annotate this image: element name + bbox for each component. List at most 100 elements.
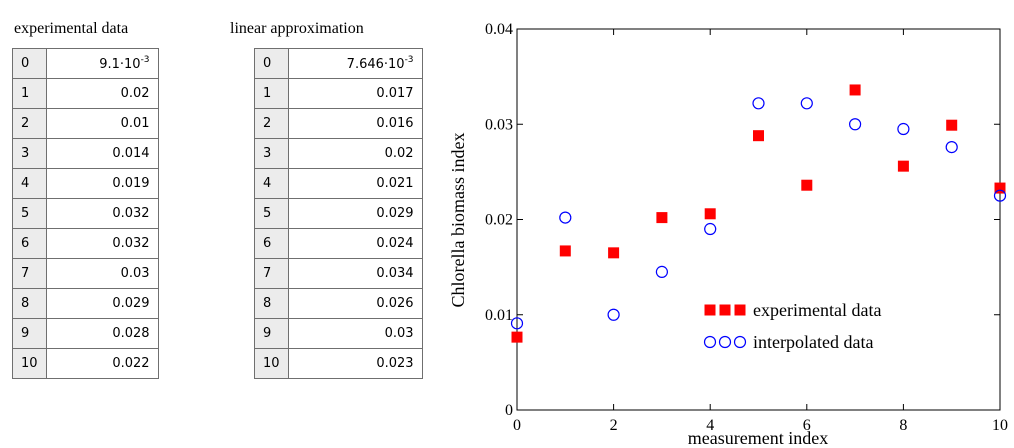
interpolated-point: [607, 308, 620, 321]
x-tick-label: 6: [803, 417, 811, 434]
row-value: 0.03: [45, 258, 159, 289]
value-text: 7.646·10: [346, 57, 405, 72]
linear-row: 5 0.029: [254, 198, 423, 229]
row-index: 6: [12, 228, 47, 259]
interpolated-point: [655, 265, 668, 278]
legend-label: experimental data: [753, 300, 881, 320]
interpolated-point: [704, 222, 717, 236]
row-value: 0.029: [45, 288, 159, 319]
experimental-row: 3 0.014: [12, 138, 159, 169]
y-tick-label: 0.01: [485, 307, 513, 324]
value-text: 0.029: [376, 206, 414, 221]
linear-row: 8 0.026: [254, 288, 423, 319]
row-value: 0.026: [287, 288, 423, 319]
interpolated-point: [993, 189, 1007, 202]
experimental-row: 8 0.029: [12, 288, 159, 319]
row-index: 9: [254, 318, 289, 349]
experimental-point: [897, 160, 909, 172]
value-text: 0.032: [112, 206, 150, 221]
legend-circle-icon: [733, 335, 747, 349]
experimental-row: 5 0.032: [12, 198, 159, 229]
row-value: 0.02: [287, 138, 423, 169]
row-index: 3: [254, 138, 289, 169]
value-text: 0.032: [112, 236, 150, 251]
row-value: 0.024: [287, 228, 423, 259]
experimental-point: [801, 179, 813, 191]
interpolated-point: [897, 122, 910, 136]
experimental-point: [608, 247, 620, 259]
scatter-chart: 0 2 4 6 8 10 0 0.01 0.02 0.03 0.04 experimental da…: [448, 21, 1008, 448]
linear-row: 2 0.016: [254, 108, 423, 139]
value-text: 0.02: [120, 86, 150, 101]
x-tick-label: 2: [610, 417, 618, 434]
row-value: 0.01: [45, 108, 159, 139]
row-value: 0.021: [287, 168, 423, 199]
x-axis-label: measurement index: [688, 428, 828, 448]
row-value: 0.022: [45, 348, 159, 379]
value-text: 0.028: [112, 326, 150, 341]
row-index: 7: [12, 258, 47, 289]
experimental-point: [704, 208, 716, 220]
legend-circle-icon: [703, 335, 717, 349]
linear-approximation-table: 0 7.646·10-3 1 0.017 2 0.016 3 0.02 4 0.021 5 0.029…: [254, 48, 423, 379]
row-index: 0: [254, 48, 289, 79]
linear-row: 4 0.021: [254, 168, 423, 199]
linear-row: 0 7.646·10-3: [254, 48, 423, 79]
legend-label: interpolated data: [753, 332, 873, 352]
value-text: 0.03: [384, 326, 414, 341]
experimental-point: [656, 212, 668, 224]
row-index: 5: [254, 198, 289, 229]
y-tick-label: 0: [505, 402, 513, 419]
legend-circle-icon: [718, 335, 732, 349]
experimental-point: [753, 130, 764, 142]
row-value: 0.034: [287, 258, 423, 289]
linear-row: 3 0.02: [254, 138, 423, 169]
legend-square-icon: [719, 304, 731, 316]
experimental-row: 10 0.022: [12, 348, 159, 379]
row-index: 1: [254, 78, 289, 109]
experimental-point: [849, 84, 861, 96]
y-axis-label: Chlorella biomass index: [448, 133, 468, 308]
row-index: 5: [12, 198, 47, 229]
row-value: 0.019: [45, 168, 159, 199]
row-index: 8: [254, 288, 289, 319]
row-index: 1: [12, 78, 47, 109]
x-tick-label: 10: [992, 417, 1008, 434]
linear-row: 9 0.03: [254, 318, 423, 349]
value-text: 0.02: [384, 146, 414, 161]
row-value: 0.032: [45, 228, 159, 259]
row-index: 7: [254, 258, 289, 289]
linear-row: 7 0.034: [254, 258, 423, 289]
experimental-row: 1 0.02: [12, 78, 159, 109]
value-text: 0.017: [376, 86, 414, 101]
experimental-row: 2 0.01: [12, 108, 159, 139]
value-text: 0.016: [376, 116, 414, 131]
experimental-row: 9 0.028: [12, 318, 159, 349]
y-tick-label: 0.02: [485, 212, 513, 229]
interpolated-point: [800, 97, 813, 110]
value-text: 0.029: [112, 296, 150, 311]
value-exponent: -3: [404, 55, 414, 65]
row-index: 3: [12, 138, 47, 169]
value-text: 0.03: [120, 266, 150, 281]
value-text: 0.021: [376, 176, 414, 191]
row-index: 8: [12, 288, 47, 319]
row-index: 4: [254, 168, 289, 199]
experimental-row: 0 9.1·10-3: [12, 48, 159, 79]
interpolated-point: [559, 211, 572, 224]
value-text: 0.023: [376, 356, 414, 371]
experimental-row: 7 0.03: [12, 258, 159, 289]
linear-row: 10 0.023: [254, 348, 423, 379]
row-value: 0.029: [287, 198, 423, 229]
value-exponent: -3: [140, 55, 150, 65]
experimental-data-table: 0 9.1·10-3 1 0.02 2 0.01 3 0.014 4 0.019 5 0.032 6 0.…: [12, 48, 159, 379]
experimental-point: [946, 119, 958, 131]
linear-row: 1 0.017: [254, 78, 423, 109]
legend-square-icon: [704, 304, 716, 316]
plot-frame: [516, 28, 1001, 411]
experimental-table-title: experimental data: [14, 20, 129, 37]
y-tick-label: 0.03: [485, 116, 513, 133]
row-index: 2: [254, 108, 289, 139]
row-value: 0.016: [287, 108, 423, 139]
y-tick-label: 0.04: [485, 21, 513, 38]
